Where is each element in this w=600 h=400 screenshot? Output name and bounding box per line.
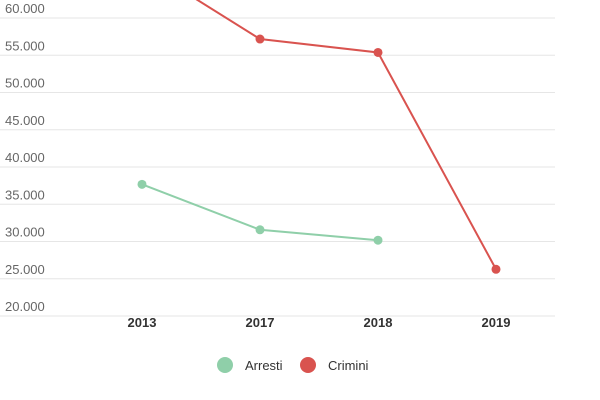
series-line [195, 0, 497, 270]
legend-label: Crimini [328, 358, 369, 373]
series-crimini [195, 0, 501, 274]
x-tick-label: 2018 [364, 315, 393, 330]
y-tick-label: 55.000 [5, 38, 45, 53]
legend-item-arresti[interactable]: Arresti [217, 357, 283, 373]
x-tick-label: 2019 [482, 315, 511, 330]
grid-lines [0, 17, 555, 317]
y-tick-label: 20.000 [5, 299, 45, 314]
x-axis: 2013 2017 2018 2019 [128, 315, 511, 330]
y-axis: 20.000 25.000 30.000 35.000 40.000 45.000 50.0… [5, 1, 45, 314]
legend-marker [300, 357, 316, 373]
data-point[interactable] [255, 34, 265, 44]
y-tick-label: 35.000 [5, 187, 45, 202]
data-point[interactable] [255, 225, 265, 235]
data-point[interactable] [491, 264, 501, 274]
y-tick-label: 45.000 [5, 113, 45, 128]
legend-item-crimini[interactable]: Crimini [300, 357, 369, 373]
y-tick-label: 50.000 [5, 76, 45, 91]
data-point[interactable] [137, 179, 147, 189]
y-tick-label: 30.000 [5, 225, 45, 240]
data-point[interactable] [373, 235, 383, 245]
series-layer [137, 0, 501, 274]
x-tick-label: 2017 [246, 315, 275, 330]
y-tick-label: 40.000 [5, 150, 45, 165]
legend-marker [217, 357, 233, 373]
legend: Arresti Crimini [217, 357, 369, 373]
y-tick-label: 25.000 [5, 262, 45, 277]
data-point[interactable] [373, 47, 383, 57]
series-arresti [137, 179, 383, 245]
x-tick-label: 2013 [128, 315, 157, 330]
legend-label: Arresti [245, 358, 283, 373]
y-tick-label: 60.000 [5, 1, 45, 16]
